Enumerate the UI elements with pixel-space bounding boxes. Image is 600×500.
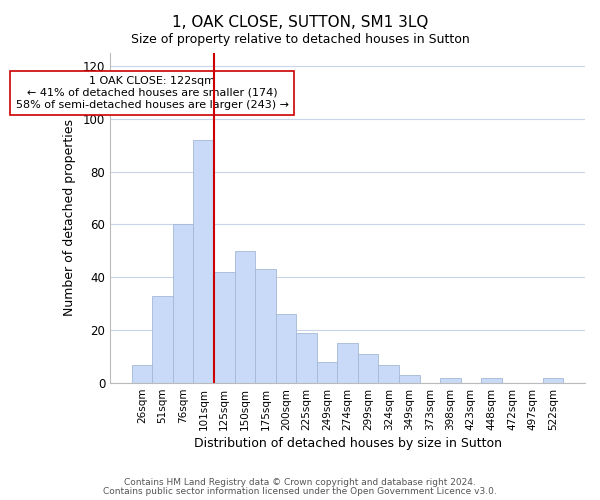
Bar [173,224,193,383]
Bar [132,364,152,383]
Bar [152,296,173,383]
Bar [379,364,399,383]
Y-axis label: Number of detached properties: Number of detached properties [63,120,76,316]
Bar [296,333,317,383]
Bar [337,344,358,383]
Bar [358,354,379,383]
Bar [543,378,563,383]
Bar [275,314,296,383]
Text: 1 OAK CLOSE: 122sqm
← 41% of detached houses are smaller (174)
58% of semi-detac: 1 OAK CLOSE: 122sqm ← 41% of detached ho… [16,76,289,110]
Text: Contains HM Land Registry data © Crown copyright and database right 2024.: Contains HM Land Registry data © Crown c… [124,478,476,487]
Bar [317,362,337,383]
Bar [255,270,275,383]
Bar [481,378,502,383]
Bar [399,375,419,383]
Text: 1, OAK CLOSE, SUTTON, SM1 3LQ: 1, OAK CLOSE, SUTTON, SM1 3LQ [172,15,428,30]
X-axis label: Distribution of detached houses by size in Sutton: Distribution of detached houses by size … [194,437,502,450]
Bar [193,140,214,383]
Bar [214,272,235,383]
Text: Size of property relative to detached houses in Sutton: Size of property relative to detached ho… [131,32,469,46]
Bar [235,251,255,383]
Text: Contains public sector information licensed under the Open Government Licence v3: Contains public sector information licen… [103,487,497,496]
Bar [440,378,461,383]
